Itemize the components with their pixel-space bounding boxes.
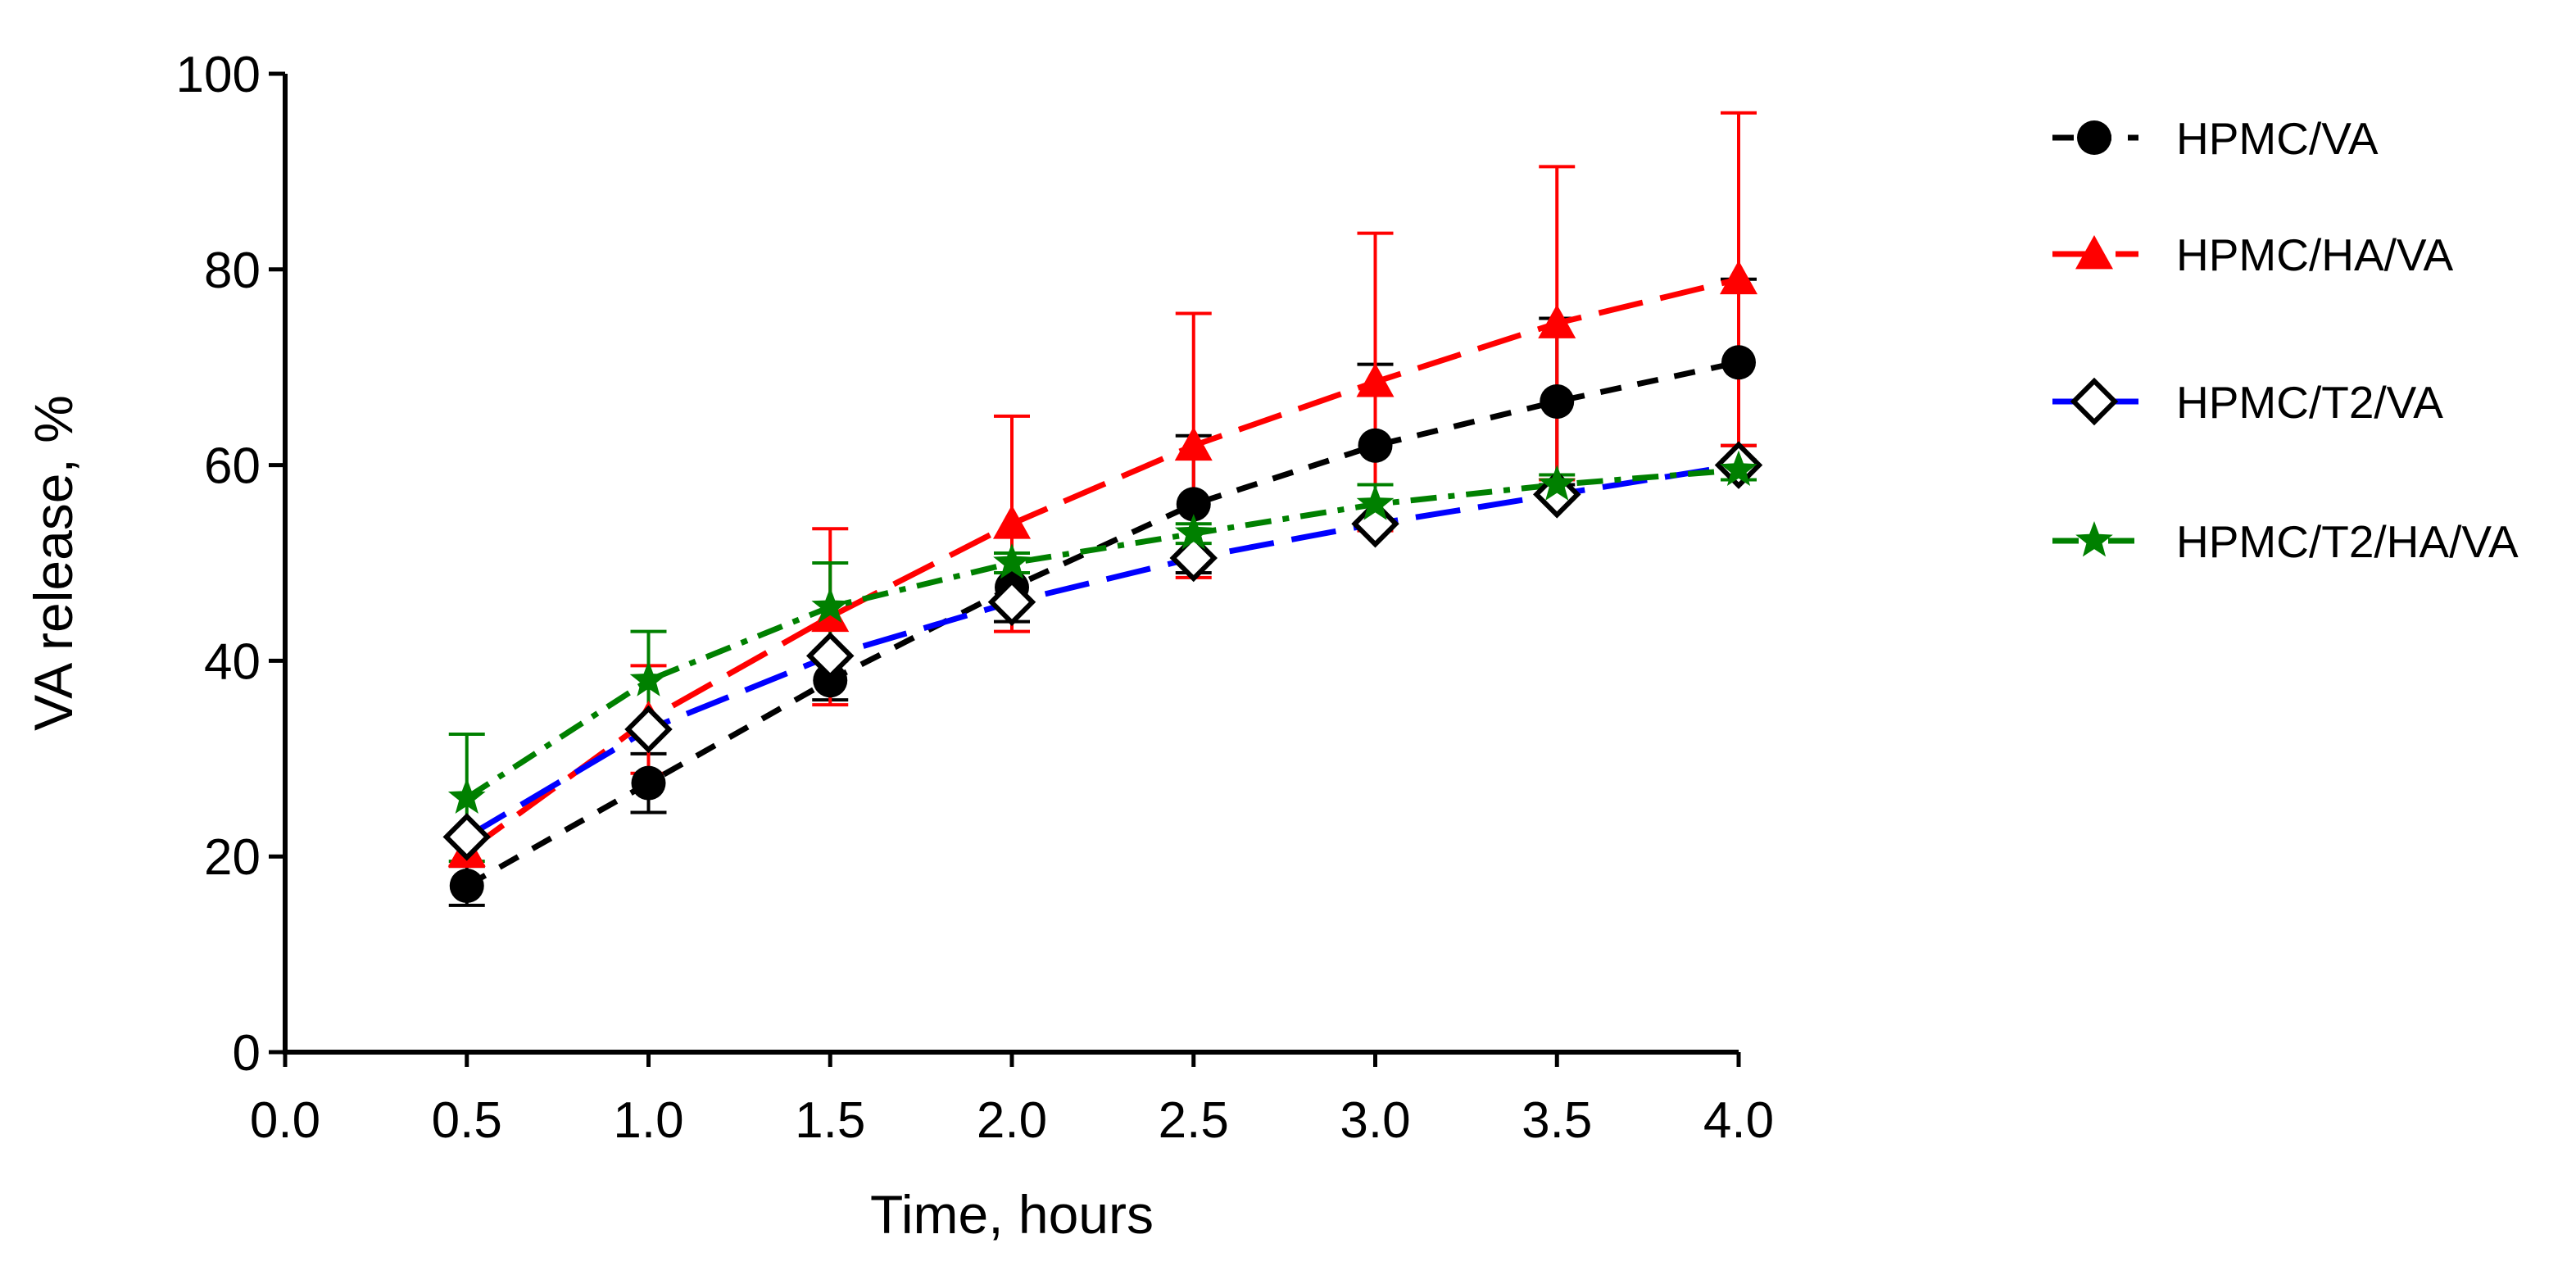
legend-label-hpmc-t2-va: HPMC/T2/VA — [2176, 377, 2443, 428]
data-point-hpmc-t2-ha-va — [993, 543, 1031, 579]
legend-item-hpmc-t2-ha-va: HPMC/T2/HA/VA — [2052, 516, 2519, 567]
markers-layer — [442, 260, 1763, 904]
series-line-hpmc-va — [465, 359, 1739, 889]
y-tick-label: 100 — [176, 47, 261, 103]
y-tick-label: 40 — [204, 633, 261, 690]
data-point-hpmc-va — [631, 765, 666, 801]
data-point-hpmc-t2-ha-va — [447, 778, 486, 814]
data-point-hpmc-t2-ha-va — [1356, 484, 1395, 520]
x-tick-label: 2.0 — [977, 1092, 1047, 1149]
data-point-hpmc-t2-ha-va — [1720, 450, 1757, 486]
legend-marker-hpmc-t2-va — [2070, 377, 2119, 426]
data-point-hpmc-t2-ha-va — [629, 660, 668, 697]
data-point-hpmc-ha-va — [1174, 426, 1213, 461]
data-point-hpmc-va — [1540, 383, 1575, 419]
y-tick-label: 0 — [233, 1025, 261, 1082]
data-point-hpmc-t2-ha-va — [1538, 465, 1576, 501]
x-tick-label: 0.5 — [432, 1092, 502, 1149]
legend-item-hpmc-t2-va: HPMC/T2/VA — [2052, 377, 2443, 428]
x-tick-label: 2.5 — [1159, 1092, 1229, 1149]
x-axis-title: Time, hours — [870, 1184, 1154, 1245]
data-point-hpmc-va — [1358, 428, 1393, 463]
legend-marker-hpmc-t2-ha-va — [2075, 521, 2113, 557]
y-tick-label: 20 — [204, 829, 261, 886]
data-point-hpmc-ha-va — [1538, 304, 1576, 338]
data-point-hpmc-va — [1176, 487, 1211, 522]
data-point-hpmc-va — [1721, 345, 1756, 380]
x-tick-label: 3.0 — [1340, 1092, 1410, 1149]
legend-marker-hpmc-va — [2077, 120, 2111, 155]
legend-item-hpmc-va: HPMC/VA — [2052, 113, 2379, 164]
data-point-hpmc-ha-va — [1720, 260, 1757, 295]
data-point-hpmc-ha-va — [1356, 363, 1395, 397]
x-tick-label: 1.5 — [795, 1092, 865, 1149]
legend-marker-hpmc-ha-va — [2075, 235, 2113, 270]
legend-label-hpmc-t2-ha-va: HPMC/T2/HA/VA — [2176, 516, 2519, 567]
data-point-hpmc-t2-ha-va — [1174, 514, 1213, 550]
legend: HPMC/VA HPMC/HA/VA HPMC/T2/VA HPMC/T2/HA/VA — [2052, 113, 2519, 567]
data-point-hpmc-va — [813, 663, 848, 698]
legend-item-hpmc-ha-va: HPMC/HA/VA — [2052, 229, 2454, 280]
series-line-hpmc-t2-ha-va — [465, 467, 1739, 801]
y-tick-label: 80 — [204, 243, 261, 299]
series-line-hpmc-ha-va — [465, 276, 1739, 855]
data-point-hpmc-ha-va — [993, 505, 1031, 539]
legend-label-hpmc-ha-va: HPMC/HA/VA — [2176, 229, 2454, 280]
x-tick-label: 3.5 — [1522, 1092, 1592, 1149]
data-point-hpmc-t2-ha-va — [811, 587, 850, 624]
data-point-hpmc-va — [449, 869, 484, 904]
legend-label-hpmc-va: HPMC/VA — [2176, 113, 2379, 164]
data-point-hpmc-t2-va — [442, 813, 491, 861]
data-point-hpmc-t2-va — [1351, 499, 1399, 548]
x-tick-label: 4.0 — [1703, 1092, 1774, 1149]
x-tick-label: 0.0 — [250, 1092, 320, 1149]
data-point-hpmc-t2-va — [987, 578, 1036, 627]
ticks-layer: 0.0 0.5 1.0 1.5 2.0 2.5 3.0 3.5 4.0 0 20 40 60 80 100 — [176, 47, 1775, 1149]
series-lines-layer — [465, 276, 1739, 889]
y-tick-label: 60 — [204, 438, 261, 495]
data-point-hpmc-t2-va — [624, 705, 673, 754]
y-axis-title: VA release, % — [23, 395, 84, 731]
x-tick-label: 1.0 — [613, 1092, 683, 1149]
data-point-hpmc-t2-va — [806, 632, 855, 680]
